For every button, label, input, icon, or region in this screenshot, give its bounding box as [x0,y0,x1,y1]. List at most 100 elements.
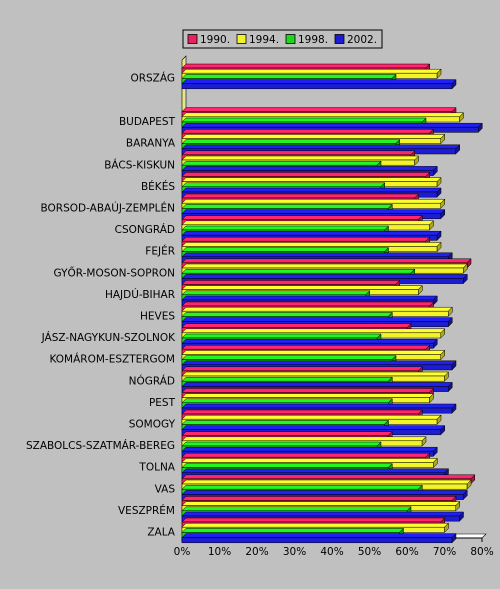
x-tick-label: 20% [245,546,268,558]
bar-top [181,225,390,231]
bar-top [181,177,442,182]
legend-label: 2002. [347,34,377,46]
bar-top [181,528,405,533]
bar-top [181,107,457,112]
bar-top [181,350,446,355]
bar-top [181,63,431,69]
category-label-gyor-moson-sopron: GYŐR-MOSON-SOPRON [53,265,175,279]
bar-top [181,490,468,495]
bar-top [181,263,468,269]
bar-top [181,215,423,220]
bar-top [181,274,468,279]
bar-top [181,522,450,528]
category-label-komarom-esztergom: KOMÁROM-ESZTERGOM [49,353,175,366]
bar-top [181,166,438,171]
bar-top [181,155,420,161]
category-label-vas: VAS [155,483,176,495]
legend-item-2002: 2002. [334,34,377,46]
legend-box [182,29,383,49]
bar-top [181,398,393,404]
bar-top [181,501,461,506]
bar-top [181,382,453,387]
bar-top [181,285,423,290]
bar-top [181,376,393,382]
bar-top [181,236,431,242]
bar-front [181,83,453,90]
bar-top [181,431,393,436]
bar-top [181,187,442,193]
x-tick-label: 40% [320,546,343,558]
legend-swatch [334,34,345,44]
bar-top [181,323,412,328]
bar-top [181,139,401,144]
category-label-nograd: NÓGRÁD [129,374,175,387]
bar-top [181,333,382,339]
category-label-zala: ZALA [147,527,175,539]
bar-top [181,112,465,118]
bar-top [181,517,446,523]
category-label-tolna: TOLNA [138,462,175,474]
bar-top [181,479,472,485]
bar-top [181,193,420,199]
legend-item-1994: 1994. [236,34,279,46]
bar-top [181,446,438,452]
bar-top [181,230,442,236]
category-label-budapest: BUDAPEST [119,116,176,128]
bar-top [181,371,450,377]
legend-swatch [187,34,198,44]
bar-orszag-2002 [181,78,457,90]
bar-top [181,258,472,264]
bar-zala-2002 [181,532,457,544]
x-tick-label: 80% [470,546,493,558]
bar-top [181,409,423,415]
category-label-pest: PEST [149,397,176,409]
bar-top [181,452,431,458]
bar-top [181,312,393,317]
bar-front [181,537,453,544]
bar-top [181,220,435,226]
bar-top [181,317,453,322]
bar-top [181,295,438,301]
bar-top [181,160,382,166]
x-tick-label: 30% [283,546,306,558]
bar-top [181,172,431,177]
bar-top [181,306,453,312]
bar-top [181,388,435,393]
bar-top [181,344,431,350]
bar-top [181,128,435,134]
bar-top [181,209,446,214]
bar-top [181,403,457,409]
category-label-orszag: ORSZÁG [130,72,175,85]
category-label-veszprem: VESZPRÉM [118,504,175,517]
bar-top [181,484,423,490]
bar-top [181,117,427,123]
bar-top [181,182,386,188]
bar-top [181,425,446,430]
bar-top [181,204,393,209]
category-labels: ORSZÁG BUDAPEST BARANYA BÁCS-KISKUN BÉKÉS BOR… [26,72,176,539]
legend-item-1998: 1998. [285,34,328,46]
bar-top [181,338,438,344]
bar-top [181,463,393,468]
legend-swatch [236,34,247,44]
bar-top [181,122,483,128]
x-tick-label: 10% [208,546,231,558]
category-label-csongrad: CSONGRÁD [115,223,175,236]
x-tick-labels: 0% 10% 20% 30% 40% 50% 60% 70% 80% [174,546,494,558]
category-label-fejer: FEJÉR [145,245,175,258]
category-label-somogy: SOMOGY [129,419,176,431]
bar-top [181,247,390,252]
category-label-jasz-nagykun-szolnok: JÁSZ-NAGYKUN-SZOLNOK [41,331,176,344]
category-label-bacs-kiskun: BÁCS-KISKUN [104,158,175,171]
category-label-baranya: BARANYA [126,138,176,150]
legend-label: 1994. [249,34,279,46]
bar-top [181,242,442,247]
bar-top [181,366,423,372]
bar-top [181,355,397,360]
category-label-heves: HEVES [140,311,175,323]
category-label-borsod-abauj-zemplen: BORSOD-ABAÚJ-ZEMPLÉN [41,202,175,215]
bar-top [181,458,438,463]
bar-top [181,420,390,425]
